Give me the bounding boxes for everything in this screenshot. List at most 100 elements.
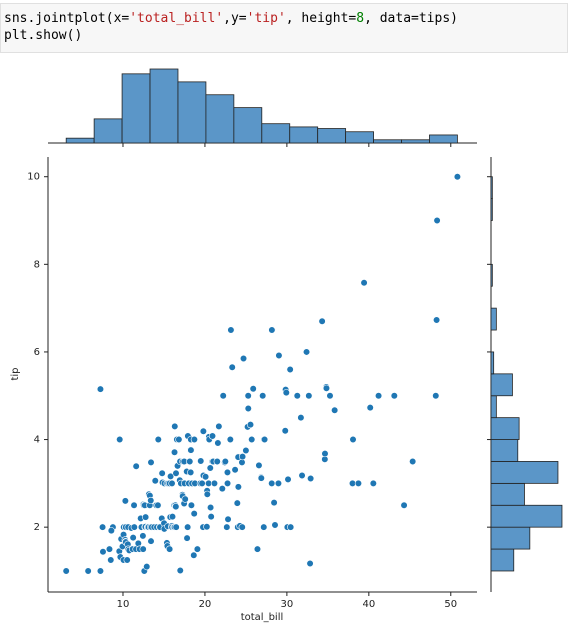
scatter-point	[172, 502, 180, 511]
scatter-point	[166, 472, 175, 480]
scatter-point	[219, 392, 227, 400]
scatter-point	[271, 521, 279, 529]
x-axis-label: total_bill	[241, 612, 284, 623]
scatter-point	[147, 496, 155, 505]
scatter-point	[84, 567, 92, 575]
scatter-point	[246, 421, 255, 429]
scatter-point	[274, 479, 283, 487]
hist-bar	[490, 373, 513, 397]
scatter-point	[369, 479, 377, 487]
scatter-point	[187, 468, 195, 477]
scatter-point	[275, 351, 283, 360]
scatter-point	[270, 499, 278, 507]
scatter-point	[190, 435, 198, 444]
hist-bar	[490, 482, 525, 506]
scatter-point	[96, 385, 105, 393]
scatter-point	[227, 326, 235, 334]
scatter-point	[257, 474, 265, 482]
hist-bar	[317, 128, 347, 144]
scatter-point	[147, 458, 155, 466]
scatter-point	[132, 462, 140, 470]
scatter-point	[208, 432, 217, 440]
hist-bar	[205, 94, 235, 144]
hist-bar	[490, 263, 493, 287]
scatter-point	[105, 545, 114, 553]
code: ,y=	[223, 11, 247, 26]
hist-bar	[490, 526, 531, 550]
scatter-point	[190, 551, 198, 559]
scatter-point	[129, 534, 137, 542]
y-tick-label: 6	[34, 347, 40, 358]
hist-bar	[373, 139, 402, 144]
scatter-point	[175, 435, 183, 444]
code: sns.jointplot(x=	[4, 11, 130, 26]
scatter-point	[184, 523, 192, 531]
scatter-point	[253, 545, 262, 553]
scatter-point	[207, 513, 215, 521]
hist-bar	[490, 504, 563, 528]
hist-bar	[490, 548, 515, 572]
y-tick-label: 10	[27, 172, 40, 183]
scatter-point	[223, 479, 232, 487]
scatter-point	[203, 490, 211, 498]
scatter-point	[206, 503, 215, 512]
x-tick-label: 10	[117, 599, 130, 610]
hist-bar	[490, 351, 495, 375]
scatter-point	[142, 513, 150, 521]
hist-bar	[233, 107, 263, 144]
scatter-point	[331, 406, 339, 414]
scatter-point	[282, 389, 290, 397]
code: , data=tips)	[364, 11, 458, 26]
code-cell[interactable]: sns.jointplot(x='total_bill',y='tip', he…	[0, 3, 568, 53]
scatter-point	[123, 556, 131, 564]
scatter-point	[349, 435, 357, 444]
y-axis-label: tip	[10, 367, 21, 380]
scatter-point	[326, 392, 334, 400]
hist-bar	[345, 131, 374, 144]
scatter-point	[181, 495, 189, 503]
scatter-point	[286, 365, 294, 374]
code-string: 'total_bill'	[129, 11, 224, 26]
scatter-point	[231, 466, 239, 474]
hist-bar	[490, 395, 497, 419]
scatter-point	[390, 392, 398, 400]
scatter-point	[400, 501, 408, 509]
scatter-point	[130, 501, 138, 509]
hist-bar	[149, 68, 179, 144]
hist-bar	[261, 123, 291, 144]
y-tick-label: 4	[34, 435, 40, 446]
scatter-point	[206, 464, 214, 472]
scatter-point	[260, 523, 268, 531]
scatter-point	[116, 435, 124, 444]
scatter-point	[259, 392, 267, 400]
scatter-point	[168, 513, 177, 521]
scatter-point	[214, 439, 222, 447]
scatter-point	[433, 216, 441, 225]
scatter-point	[223, 523, 231, 531]
scatter-point	[187, 501, 196, 509]
scatter-point	[432, 392, 440, 400]
scatter-point	[321, 449, 329, 458]
scatter-point	[218, 485, 226, 493]
scatter-point	[281, 427, 289, 435]
scatter-point	[248, 435, 256, 444]
scatter-point	[172, 523, 180, 531]
scatter-point	[409, 457, 417, 466]
scatter-point	[221, 457, 229, 466]
scatter-point	[298, 471, 306, 480]
hist-bar	[490, 307, 497, 331]
scatter-point	[287, 523, 295, 531]
hist-bar	[429, 134, 458, 144]
scatter-point	[139, 545, 147, 553]
scatter-point	[139, 532, 147, 540]
scatter-point	[193, 545, 201, 553]
scatter-point	[170, 448, 179, 456]
hist-bar	[93, 118, 123, 144]
hist-bar	[401, 139, 430, 144]
hist-bar	[121, 73, 151, 144]
scatter-point	[166, 545, 174, 553]
scatter-point	[360, 279, 368, 287]
scatter-point	[242, 446, 250, 455]
code-line: plt.show()	[4, 28, 82, 43]
x-tick-label: 20	[199, 599, 212, 610]
